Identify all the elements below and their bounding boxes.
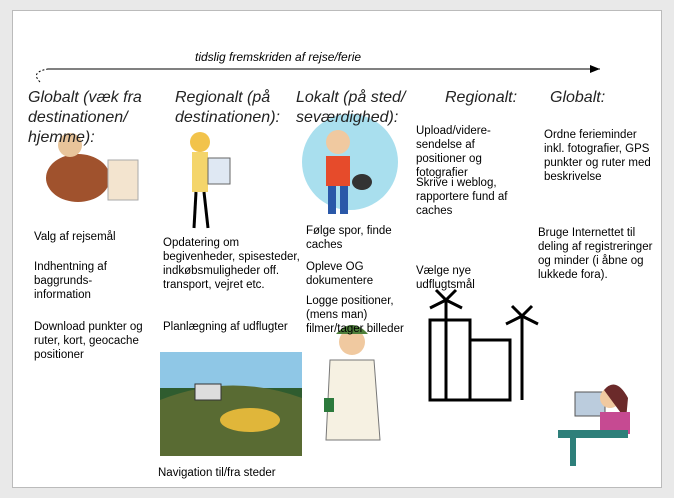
- landscape-car: [160, 352, 302, 456]
- woman-computer: [558, 385, 630, 466]
- woman-map: [190, 132, 230, 228]
- city-palms: [430, 290, 538, 400]
- activity-text: Logge positioner, (mens man) filmer/tage…: [306, 294, 421, 336]
- column-header: Regionalt:: [445, 88, 535, 108]
- activity-text: Ordne ferieminder inkl. fotografier, GPS…: [544, 128, 652, 184]
- timeline-label: tidslig fremskriden af rejse/ferie: [195, 50, 361, 64]
- slide: tidslig fremskriden af rejse/ferie Global…: [0, 0, 674, 498]
- activity-text: Følge spor, finde caches: [306, 224, 426, 252]
- activity-text: Navigation til/fra steder: [158, 466, 308, 480]
- activity-text: Vælge nye udflugtsmål: [416, 264, 516, 292]
- activity-text: Skrive i weblog, rapportere fund af cach…: [416, 176, 516, 218]
- activity-text: Opleve OG dokumentere: [306, 260, 416, 288]
- column-header: Lokalt (på sted/ seværdighed):: [296, 88, 426, 128]
- arrowhead: [590, 65, 600, 73]
- boy-camera: [302, 114, 398, 214]
- woman-gps: [324, 325, 380, 440]
- column-header: Regionalt (på destinationen):: [175, 88, 295, 128]
- activity-text: Upload/videre-sendelse af positioner og …: [416, 124, 516, 180]
- activity-text: Download punkter og ruter, kort, geocach…: [34, 320, 162, 362]
- column-header: Globalt:: [550, 88, 640, 108]
- timeline-dashed: [36, 69, 600, 82]
- activity-text: Planlægning af udflugter: [163, 320, 303, 334]
- activity-text: Opdatering om begivenheder, spisesteder,…: [163, 236, 303, 292]
- activity-text: Indhentning af baggrunds-information: [34, 260, 144, 302]
- column-header: Globalt (væk fra destinationen/ hjemme):: [28, 88, 168, 148]
- activity-text: Bruge Internettet til deling af registre…: [538, 226, 656, 282]
- activity-text: Valg af rejsemål: [34, 230, 159, 244]
